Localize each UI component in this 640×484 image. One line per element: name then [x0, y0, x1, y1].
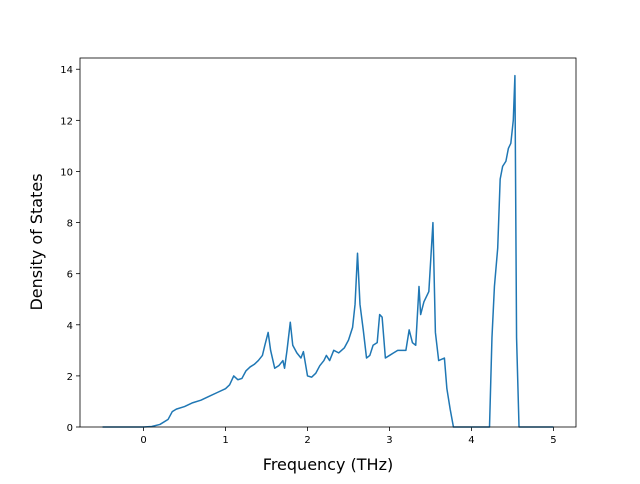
y-tick-label: 4	[67, 321, 73, 332]
x-tick-label: 4	[468, 435, 474, 446]
x-tick-label: 2	[304, 435, 310, 446]
x-tick-label: 3	[386, 435, 392, 446]
x-axis-label: Frequency (THz)	[263, 455, 393, 474]
y-tick-label: 12	[60, 116, 73, 127]
y-tick-label: 0	[67, 423, 73, 434]
x-tick-label: 0	[140, 435, 146, 446]
y-tick-label: 14	[60, 65, 73, 76]
plot-frame	[79, 57, 577, 428]
y-tick-label: 8	[67, 219, 73, 230]
x-tick-label: 1	[222, 435, 228, 446]
line	[102, 74, 554, 428]
y-tick-label: 10	[60, 167, 73, 178]
x-tick-label: 5	[550, 435, 556, 446]
y-tick-label: 6	[67, 270, 73, 281]
y-tick-label: 2	[67, 372, 73, 383]
y-axis-label: Density of States	[27, 173, 46, 310]
